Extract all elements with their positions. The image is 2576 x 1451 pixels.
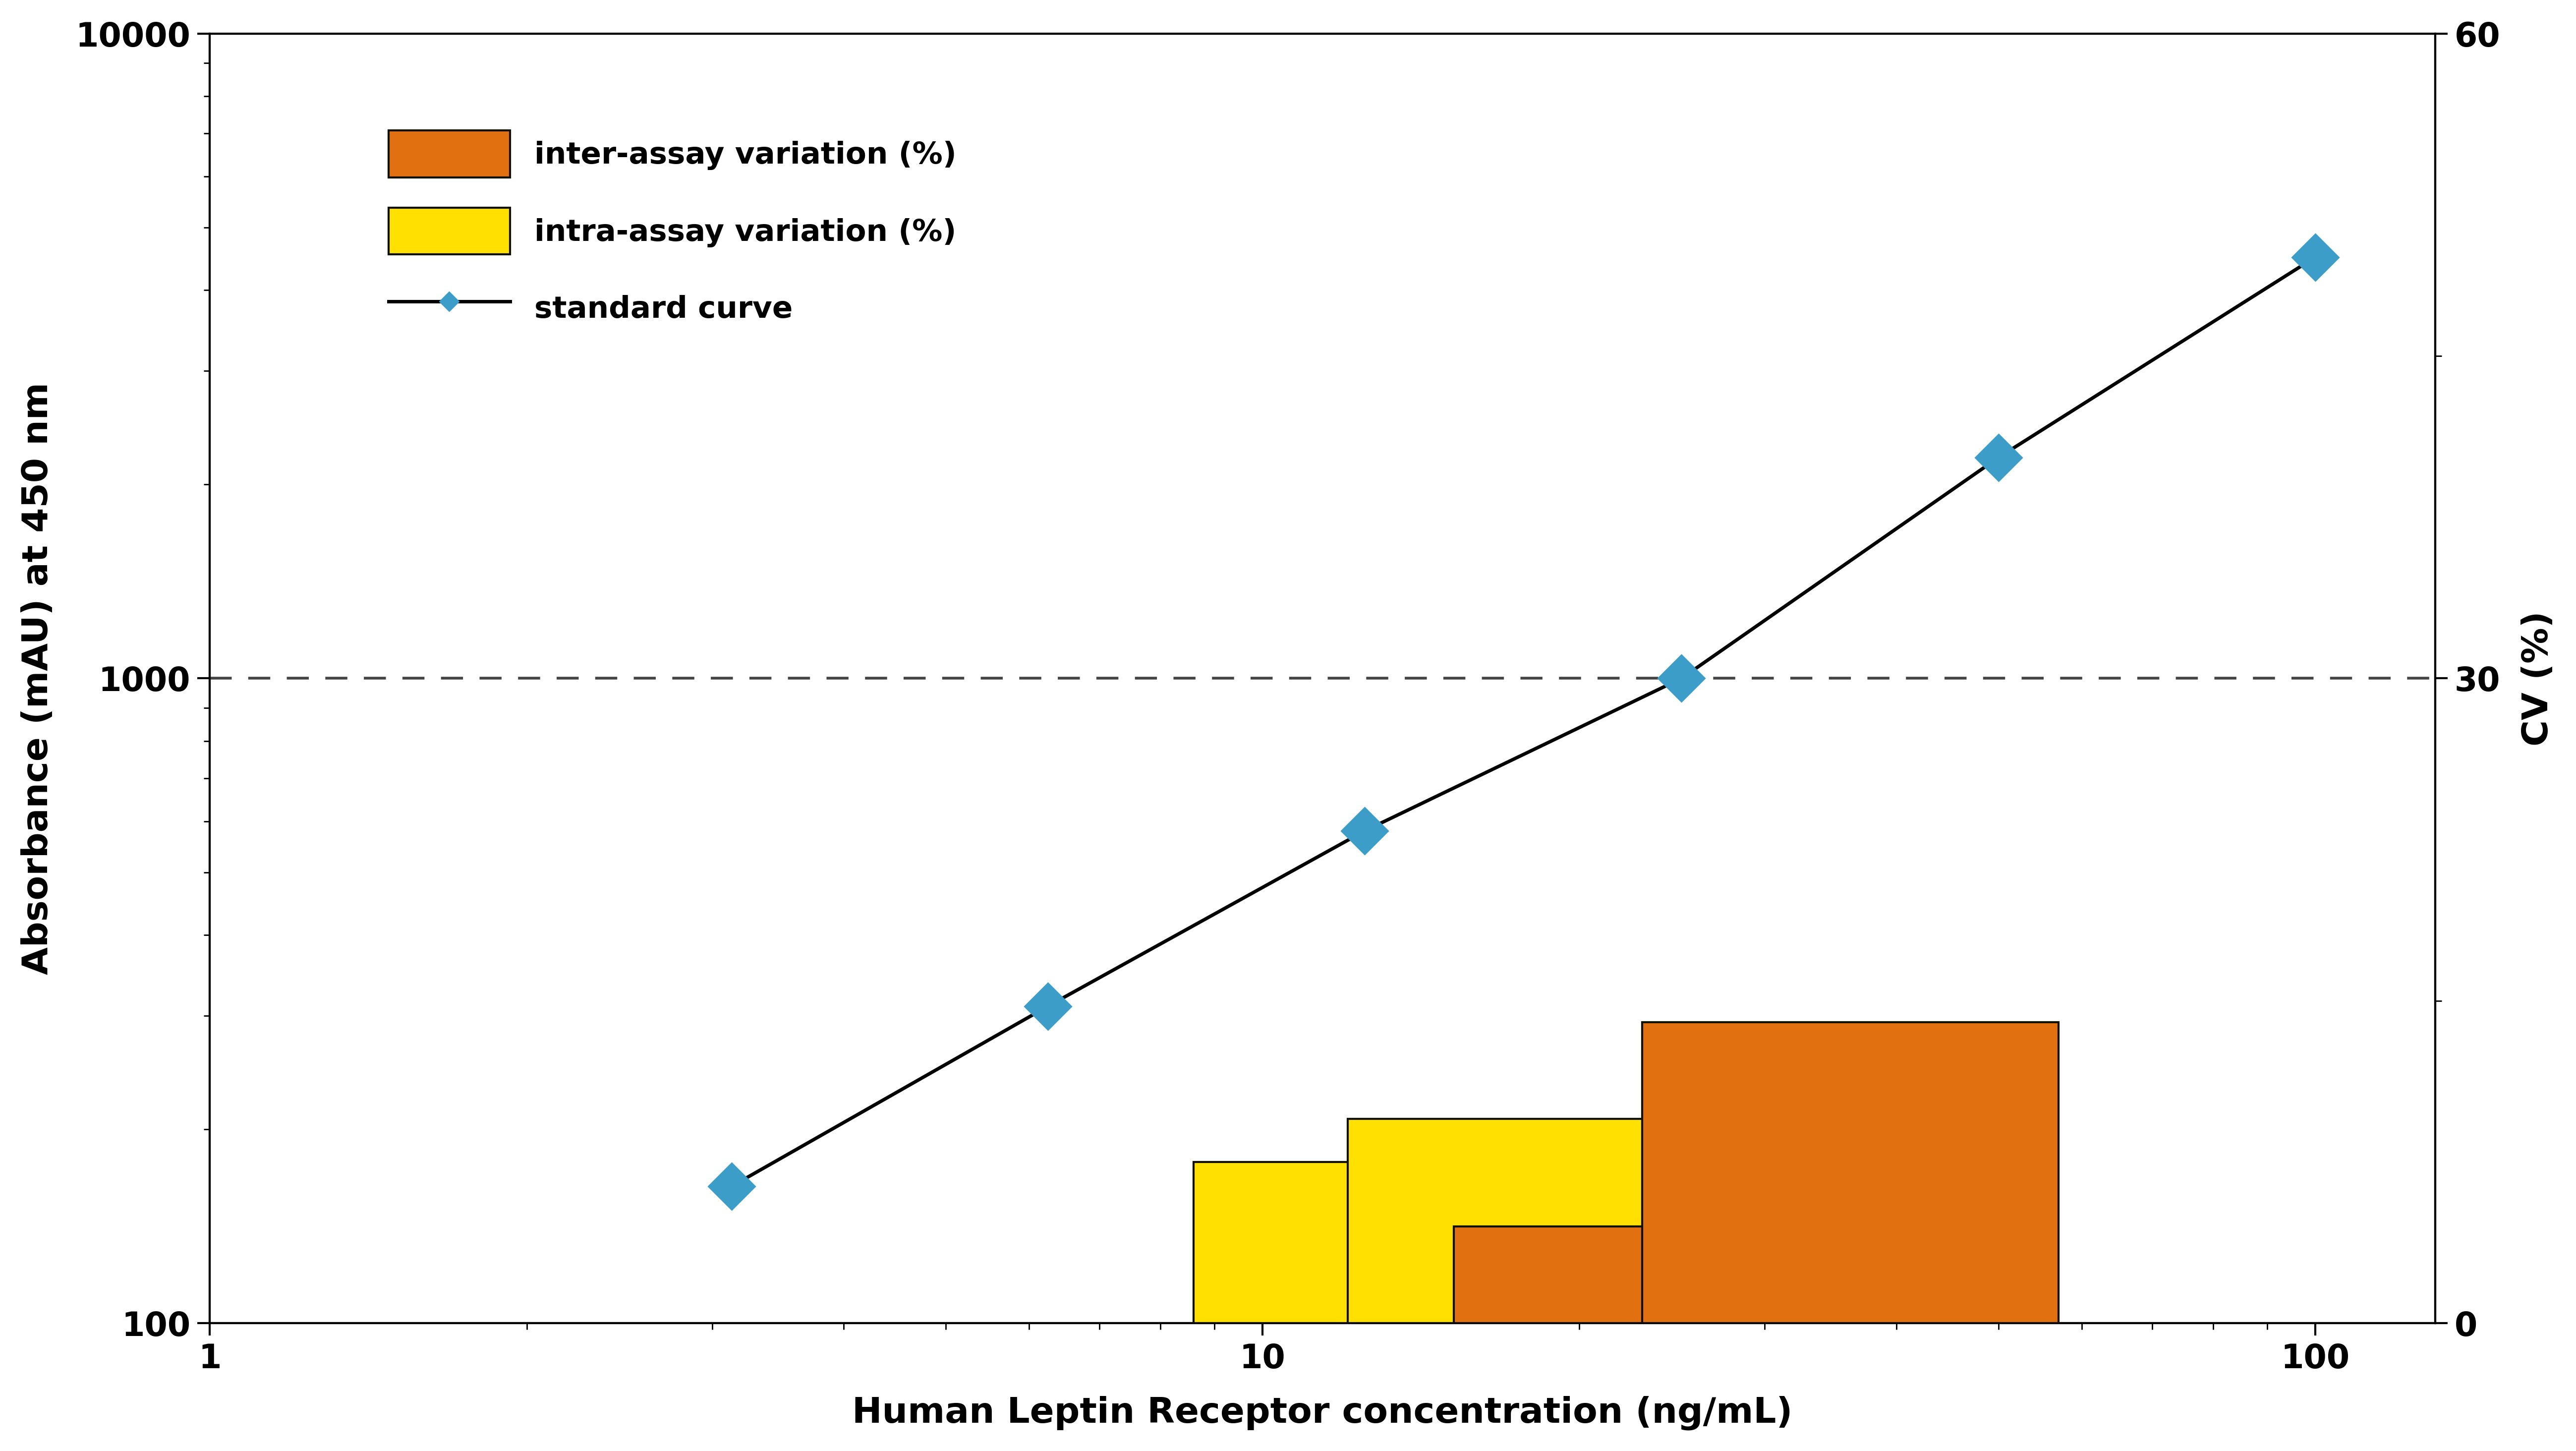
Bar [1643, 1023, 2058, 1323]
Point [1662, 667, 1703, 691]
Legend: inter-assay variation (%), intra-assay variation (%), standard curve: inter-assay variation (%), intra-assay v… [358, 100, 987, 361]
Bar [1453, 1226, 1870, 1323]
Y-axis label: Absorbance (mAU) at 450 nm: Absorbance (mAU) at 450 nm [21, 382, 54, 975]
Point [2295, 245, 2336, 268]
Point [1978, 445, 2020, 469]
Point [711, 1175, 752, 1199]
Point [1345, 820, 1386, 843]
Y-axis label: CV (%): CV (%) [2522, 611, 2555, 746]
Bar [1347, 1119, 1765, 1323]
X-axis label: Human Leptin Receptor concentration (ng/mL): Human Leptin Receptor concentration (ng/… [853, 1396, 1793, 1431]
Bar [1193, 1162, 1610, 1323]
Point [1028, 995, 1069, 1019]
